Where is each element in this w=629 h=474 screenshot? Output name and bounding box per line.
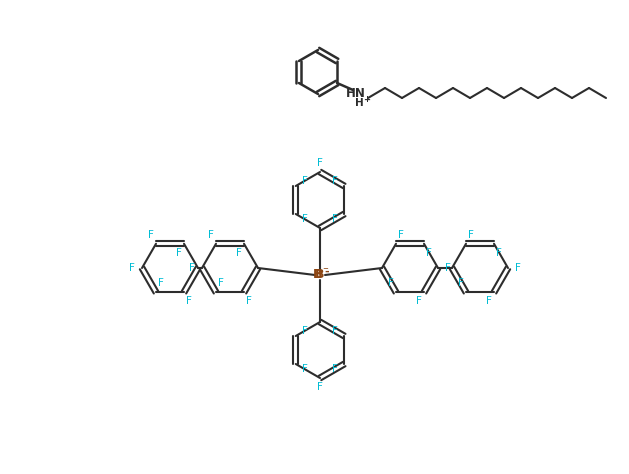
Text: F: F (236, 248, 242, 258)
Text: F: F (445, 263, 451, 273)
Text: -: - (325, 267, 330, 277)
Text: F: F (302, 214, 308, 224)
Text: F: F (129, 263, 135, 273)
Text: F: F (246, 296, 252, 306)
Text: F: F (302, 176, 308, 186)
Text: F: F (486, 296, 492, 306)
Text: HN: HN (346, 86, 366, 100)
Text: F: F (515, 263, 521, 273)
Text: F: F (189, 263, 195, 273)
Text: F: F (317, 158, 323, 168)
Text: F: F (332, 176, 338, 186)
Text: F: F (176, 248, 182, 258)
Text: F: F (218, 278, 224, 288)
Text: F: F (388, 278, 394, 288)
Text: F: F (496, 248, 502, 258)
Text: F: F (332, 214, 338, 224)
Text: +: + (364, 94, 370, 103)
Text: F: F (416, 296, 422, 306)
Text: F: F (426, 248, 432, 258)
Text: F: F (148, 230, 154, 240)
Text: F: F (332, 326, 338, 336)
Text: B: B (313, 268, 323, 282)
Text: F: F (302, 364, 308, 374)
Text: F: F (458, 278, 464, 288)
Text: B: B (315, 268, 325, 282)
Text: F: F (317, 382, 323, 392)
Text: F: F (398, 230, 404, 240)
Text: F: F (208, 230, 214, 240)
Text: H: H (355, 98, 364, 108)
Text: F: F (468, 230, 474, 240)
Text: F: F (302, 326, 308, 336)
Text: F: F (158, 278, 164, 288)
Text: F: F (332, 364, 338, 374)
Text: F: F (186, 296, 192, 306)
Text: ⁻: ⁻ (322, 266, 328, 276)
